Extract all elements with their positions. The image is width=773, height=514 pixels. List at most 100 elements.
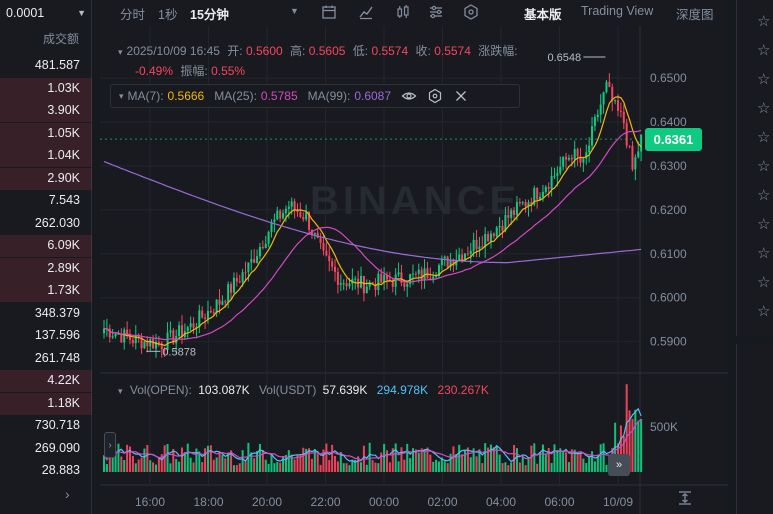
- favorite-star-icon[interactable]: ☆: [757, 100, 771, 117]
- interval-dropdown-icon[interactable]: ▼: [290, 6, 299, 16]
- candle-body: [527, 202, 530, 207]
- time-tick-label: 22:00: [310, 495, 340, 509]
- candle-body: [273, 219, 276, 223]
- order-book-row[interactable]: 1.18K: [0, 392, 92, 415]
- scroll-to-latest-button[interactable]: »: [608, 454, 630, 476]
- order-book-row[interactable]: 4.22K: [0, 370, 92, 392]
- candle-body: [134, 334, 137, 344]
- volume-bar: [443, 461, 446, 472]
- favorite-star-icon[interactable]: ☆: [757, 245, 771, 262]
- candle-body: [365, 286, 368, 294]
- candle-body: [515, 202, 518, 215]
- depth-bar: [0, 167, 92, 190]
- favorite-star-icon[interactable]: ☆: [757, 71, 771, 88]
- order-book-row[interactable]: 1.05K: [0, 122, 92, 145]
- volume-bar: [518, 462, 521, 472]
- order-book-row[interactable]: 348.379: [0, 303, 92, 325]
- favorite-star-icon[interactable]: ☆: [757, 13, 771, 30]
- panel-expand-handle[interactable]: ›: [104, 432, 116, 458]
- volume-bar: [189, 457, 192, 472]
- collapse-caret-icon[interactable]: ▾: [118, 47, 123, 57]
- tab-tradingview[interactable]: Trading View: [581, 4, 654, 18]
- tab-depth[interactable]: 深度图: [676, 8, 714, 22]
- order-book-row[interactable]: 269.090: [0, 438, 92, 460]
- candle-body: [530, 202, 533, 205]
- candle-body: [169, 330, 172, 333]
- calendar-icon[interactable]: [320, 3, 338, 21]
- candle-body: [611, 86, 614, 101]
- volume-bar: [547, 448, 550, 472]
- volume-bar: [163, 445, 166, 472]
- volume-bar: [114, 453, 117, 472]
- order-book-row[interactable]: 28.883: [0, 460, 92, 482]
- candle-body: [573, 149, 576, 160]
- close-value: 0.5574: [434, 44, 471, 58]
- order-book-row[interactable]: 1.03K: [0, 77, 92, 100]
- candle-body: [619, 110, 622, 112]
- interval-15m[interactable]: 15分钟: [190, 8, 229, 22]
- candle-body: [374, 284, 377, 291]
- volume-bar: [544, 453, 547, 472]
- order-book-row[interactable]: 7.543: [0, 190, 92, 212]
- order-book-row[interactable]: 3.90K: [0, 100, 92, 122]
- favorite-star-icon[interactable]: ☆: [757, 303, 771, 320]
- volume-bar: [276, 462, 279, 472]
- order-book-row[interactable]: 137.596: [0, 325, 92, 347]
- tab-basic[interactable]: 基本版: [524, 8, 562, 22]
- volume-bar: [175, 459, 178, 472]
- order-book-row[interactable]: 261.748: [0, 348, 92, 370]
- favorite-star-icon[interactable]: ☆: [757, 216, 771, 233]
- favorite-star-icon[interactable]: ☆: [757, 129, 771, 146]
- favorite-star-icon[interactable]: ☆: [757, 158, 771, 175]
- order-book-row[interactable]: 2.90K: [0, 167, 92, 190]
- candle-body: [287, 206, 290, 209]
- order-book-row[interactable]: 481.587: [0, 55, 92, 77]
- precision-value: 0.0001: [6, 6, 45, 20]
- volume-bar: [414, 449, 417, 472]
- volume-bar: [449, 453, 452, 472]
- favorite-star-icon[interactable]: ☆: [757, 274, 771, 291]
- favorite-star-icon[interactable]: ☆: [757, 42, 771, 59]
- ma25-value: 0.5785: [260, 89, 298, 103]
- scale-toggle-icon[interactable]: [677, 490, 693, 506]
- candlestick-icon[interactable]: [394, 3, 412, 21]
- volume-bar: [180, 447, 183, 472]
- order-book-row[interactable]: 1.04K: [0, 145, 92, 167]
- hexagon-settings-icon[interactable]: [462, 3, 480, 21]
- collapse-caret-icon[interactable]: ▾: [119, 90, 124, 101]
- ma7-line: [104, 96, 642, 347]
- chevron-right-icon[interactable]: ›: [65, 486, 70, 502]
- interval-time[interactable]: 分时: [120, 8, 146, 22]
- order-book-row[interactable]: 2.89K: [0, 257, 92, 280]
- candle-body: [458, 254, 461, 260]
- close-icon[interactable]: [453, 88, 469, 104]
- candle-body: [256, 256, 259, 263]
- order-book-row[interactable]: 730.718: [0, 415, 92, 437]
- order-book-row[interactable]: 6.09K: [0, 235, 92, 257]
- candle-body: [302, 216, 305, 220]
- ohlc-datetime: 2025/10/09 16:45: [126, 44, 220, 58]
- favorite-star-icon[interactable]: ☆: [757, 187, 771, 204]
- collapse-caret-icon[interactable]: ▾: [118, 386, 123, 396]
- vol-ma-line: [103, 418, 642, 461]
- candle-body: [562, 156, 565, 167]
- candle-body: [325, 250, 328, 256]
- indicator-settings-icon[interactable]: [427, 3, 445, 21]
- candle-body: [218, 299, 221, 305]
- volume-bar: [567, 462, 570, 472]
- volume-bar: [374, 462, 377, 472]
- chart-area[interactable]: 分时 1秒 15分钟 ▼ 基本版 Trading View 深度图 0.6500…: [100, 0, 728, 514]
- volume-bar: [383, 443, 386, 472]
- volume-bar: [530, 445, 533, 472]
- eye-icon[interactable]: [401, 88, 417, 104]
- line-chart-icon[interactable]: [357, 3, 375, 21]
- volume-bar: [536, 463, 539, 472]
- order-book-row[interactable]: 1.73K: [0, 280, 92, 302]
- order-book-row[interactable]: 262.030: [0, 213, 92, 235]
- interval-1s[interactable]: 1秒: [158, 8, 178, 22]
- hexagon-settings-icon[interactable]: [427, 88, 443, 104]
- candle-body: [617, 100, 620, 111]
- precision-select[interactable]: 0.0001 ▼: [6, 4, 86, 22]
- candle-body: [484, 234, 487, 248]
- volume-bar: [559, 448, 562, 472]
